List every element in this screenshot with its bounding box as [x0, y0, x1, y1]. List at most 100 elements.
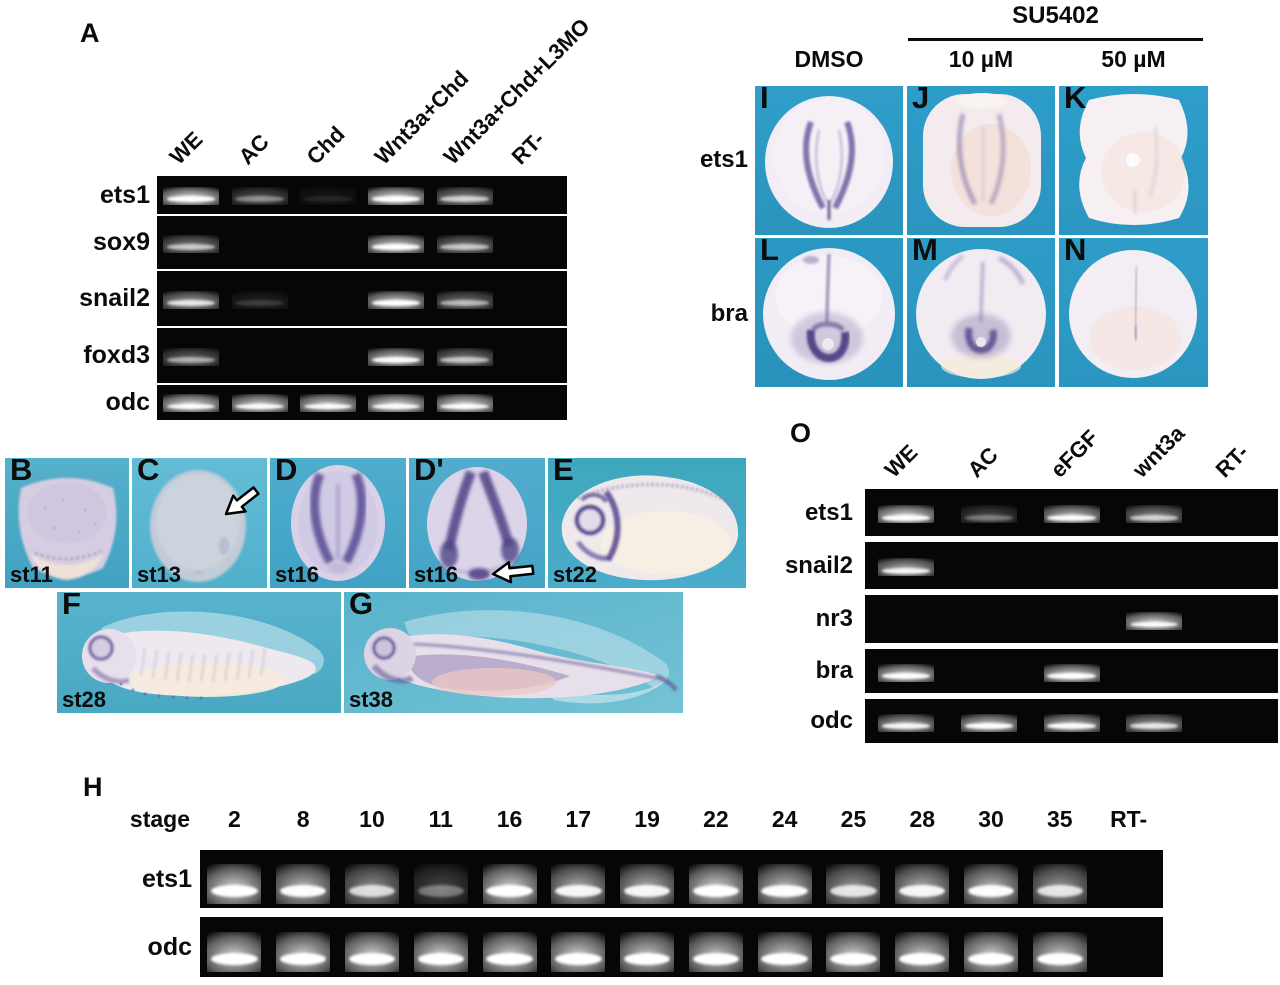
gel-band	[878, 663, 935, 682]
gel-band	[368, 186, 425, 205]
gel-row-label-nr3: nr3	[815, 605, 853, 632]
embryo-image-bra-50um	[1069, 250, 1197, 378]
gel-band	[344, 863, 399, 904]
embryo-image-st22	[561, 475, 739, 581]
gel-row-label-foxd3: foxd3	[83, 341, 150, 369]
gel-band	[895, 931, 950, 972]
gel-band-core	[417, 953, 464, 966]
gel-band-core	[964, 723, 1013, 729]
gel-band-core	[372, 244, 421, 250]
gel-band	[276, 931, 331, 972]
panel-letter: J	[912, 86, 930, 115]
gel-band	[482, 863, 537, 904]
gel-band	[960, 713, 1017, 732]
gel-band-core	[440, 357, 489, 363]
gel-band-core	[623, 885, 671, 898]
gel-band	[207, 863, 262, 904]
embryo-panel-j: J	[907, 86, 1055, 235]
gel-band-core	[555, 953, 602, 966]
panel-letter: L	[760, 238, 779, 267]
lane-label: 24	[771, 806, 798, 832]
column-label-dmso: DMSO	[794, 46, 864, 72]
gel-band-core	[1130, 515, 1179, 521]
gel-band	[878, 558, 935, 577]
gel-band	[368, 347, 425, 366]
gel-band	[1043, 713, 1100, 732]
gel-band-core	[623, 953, 671, 966]
panel-h-letter: H	[83, 772, 103, 802]
gel-row-label-sox9: sox9	[93, 228, 150, 256]
gel-row-label-snail2: snail2	[79, 284, 150, 312]
gel-band-core	[1047, 515, 1096, 521]
gel-band	[960, 505, 1017, 524]
stage-header-label: stage	[129, 806, 190, 832]
embryo-panel-k: K	[1059, 86, 1208, 235]
embryo-image-st11	[18, 475, 117, 580]
panel-letter: D	[275, 458, 298, 487]
lane-label: 10	[359, 806, 385, 832]
gel-band	[436, 186, 493, 205]
column-label-10um: 10 µM	[948, 46, 1014, 72]
gel-band-core	[303, 196, 352, 202]
gel-band	[482, 931, 537, 972]
gel-row-ets1	[157, 176, 567, 214]
gel-band	[344, 931, 399, 972]
gel-band-core	[1130, 723, 1179, 729]
gel-band	[964, 863, 1019, 904]
gel-band	[163, 347, 220, 366]
column-label-50um: 50 µM	[1101, 46, 1166, 72]
gel-band-core	[372, 357, 421, 363]
gel-band-core	[235, 196, 284, 202]
stage-label: st38	[349, 687, 394, 712]
gel-band-core	[899, 885, 946, 898]
stage-label: st16	[414, 562, 459, 587]
gel-band-core	[372, 196, 421, 202]
gel-band	[231, 186, 288, 205]
gel-band-core	[1036, 953, 1084, 966]
gel-band-core	[1130, 621, 1179, 628]
stage-label: st28	[62, 687, 107, 712]
gel-band-core	[882, 673, 931, 679]
panel-letter: C	[137, 458, 160, 487]
gel-band	[757, 863, 812, 904]
gel-band-core	[440, 403, 489, 410]
embryo-image-st16-prime	[427, 467, 535, 584]
gel-row-label-ets1: ets1	[804, 499, 853, 526]
embryo-panel-e: E st22	[548, 458, 746, 588]
lane-label: 16	[496, 806, 523, 832]
embryo-image-st13	[150, 470, 260, 582]
panel-o-letter: O	[790, 418, 812, 448]
gel-row-label-bra: bra	[815, 657, 853, 684]
lane-label: 2	[227, 806, 241, 832]
gel-band	[878, 505, 935, 524]
gel-band	[436, 234, 493, 253]
gel-band-core	[692, 885, 740, 898]
row-label-ets1: ets1	[699, 146, 748, 173]
gel-band-core	[1036, 885, 1084, 898]
embryo-image-st28	[82, 611, 324, 700]
gel-band	[826, 863, 881, 904]
stage-label: st22	[553, 562, 598, 587]
stage-label: st11	[10, 562, 53, 587]
embryo-panel-n: N	[1059, 238, 1208, 387]
panel-letter: D'	[414, 458, 444, 487]
embryo-image-bra-dmso	[763, 248, 895, 380]
panel-letter: I	[760, 86, 769, 115]
gel-band	[1043, 663, 1100, 682]
gel-band	[620, 863, 675, 904]
stage-label: st16	[275, 562, 320, 587]
gel-band-core	[372, 403, 421, 410]
gel-band-core	[830, 953, 877, 966]
gel-row-sox9	[157, 216, 567, 269]
lane-label: 8	[296, 806, 310, 832]
gel-band-core	[761, 885, 808, 898]
gel-band-core	[1047, 673, 1096, 679]
embryo-panel-c: C st13	[132, 458, 267, 588]
embryo-panel-d: D st16	[270, 458, 406, 588]
embryo-panel-g: G st38	[344, 592, 683, 713]
arrow-icon	[491, 561, 535, 584]
gel-row-label-ets1: ets1	[99, 181, 150, 209]
gel-band-core	[348, 953, 396, 966]
gel-band	[551, 931, 606, 972]
